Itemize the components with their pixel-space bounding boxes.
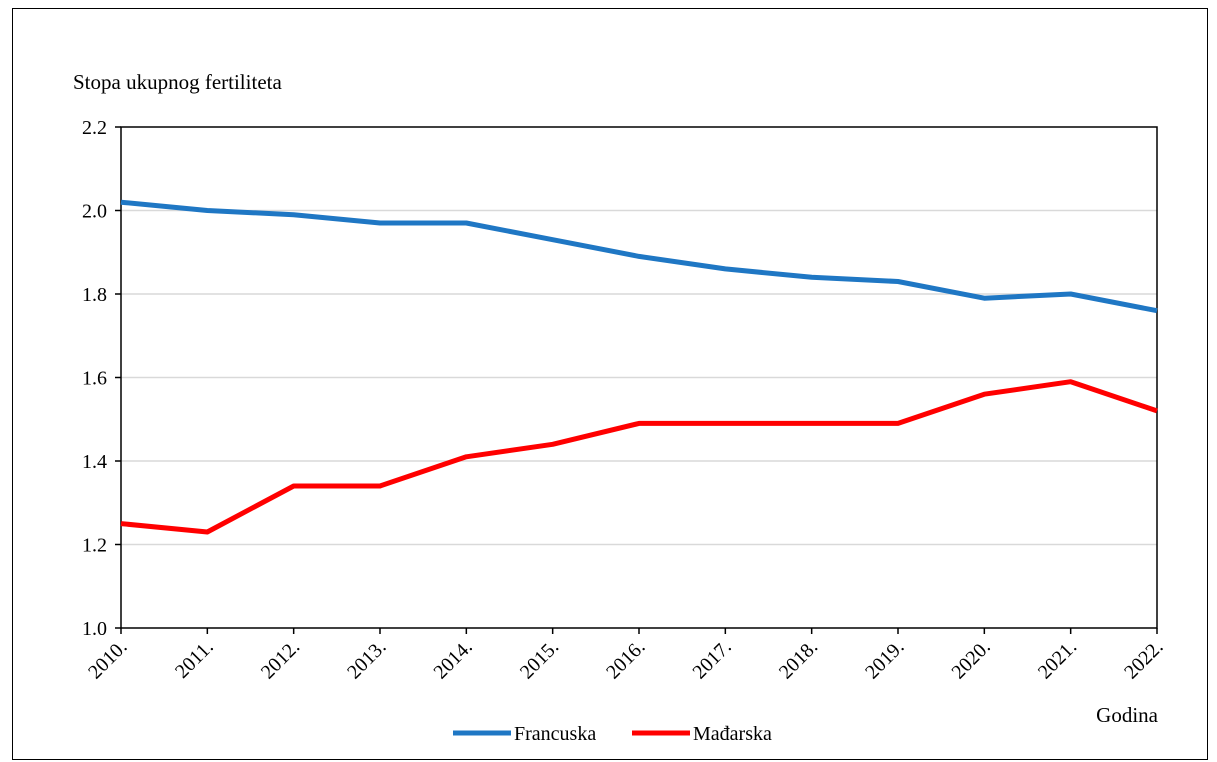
series-lines (120, 199, 1158, 535)
x-tick-label: 2010. (84, 636, 131, 683)
y-tick-label: 1.4 (82, 451, 107, 473)
y-tick-label: 1.8 (82, 284, 107, 306)
x-tick-label: 2013. (343, 636, 390, 683)
x-tick-label: 2018. (775, 636, 822, 683)
x-tick-label: 2014. (429, 636, 476, 683)
x-tick-label: 2012. (257, 636, 304, 683)
y-tick-label: 1.2 (82, 535, 107, 557)
x-axis-label: Godina (1096, 703, 1159, 727)
x-tick-label: 2015. (516, 636, 563, 683)
axis-ticks: 1.0 1.2 1.4 1.6 1.8 2.0 2.2 2010. 2011. 2012. 2013… (82, 117, 1168, 683)
grid-lines (121, 209, 1157, 546)
x-tick-label: 2021. (1034, 636, 1081, 683)
y-axis-label: Stopa ukupnog fertiliteta (73, 70, 282, 94)
y-tick-label: 2.2 (82, 117, 107, 139)
legend: Francuska Mađarska (453, 723, 772, 745)
y-tick-label: 2.0 (82, 201, 107, 223)
x-tick-label: 2011. (171, 636, 218, 683)
x-tick-label: 2017. (688, 636, 735, 683)
y-tick-label: 1.0 (82, 618, 107, 640)
x-tick-label: 2020. (947, 636, 994, 683)
x-tick-label: 2016. (602, 636, 649, 683)
legend-label: Francuska (514, 723, 596, 745)
y-tick-label: 1.6 (82, 368, 107, 390)
series-line-mađarska (120, 379, 1158, 535)
x-tick-label: 2019. (861, 636, 908, 683)
series-line-francuska (120, 199, 1158, 314)
legend-label: Mađarska (693, 723, 772, 745)
x-tick-label: 2022. (1120, 636, 1167, 683)
chart-frame (12, 8, 1208, 760)
